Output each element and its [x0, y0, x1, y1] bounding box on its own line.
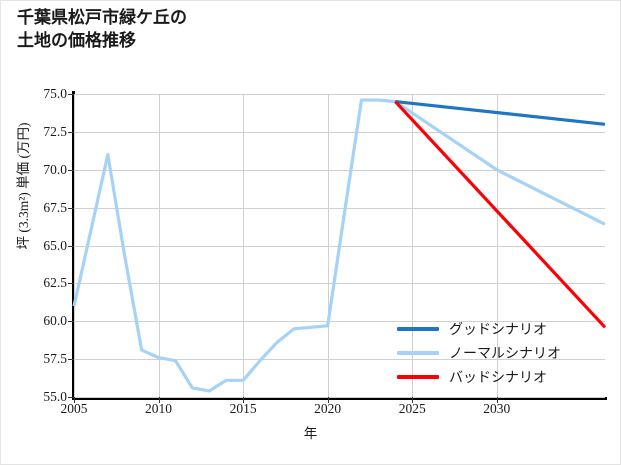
- x-axis-tick: [74, 397, 75, 403]
- legend-item[interactable]: グッドシナリオ: [397, 317, 561, 341]
- x-tick-label: 2020: [314, 401, 342, 416]
- x-axis-tick: [412, 397, 414, 403]
- y-axis-tick: [68, 94, 74, 95]
- y-axis-tick: [68, 321, 74, 323]
- y-axis-tick: [68, 207, 74, 209]
- x-axis-tick: [243, 397, 245, 403]
- y-axis-tick: [68, 245, 74, 247]
- x-axis-title: 年: [303, 426, 318, 441]
- y-axis-tick-labels: 55.0 57.5 60.0 62.5 65.0 67.5 70.0 72.5 75.0: [1, 86, 67, 404]
- gridline-vertical: [74, 94, 75, 397]
- x-axis-tick-labels: 2005 2010 2015 2020 2025 2030: [61, 401, 605, 423]
- y-tick-label: 57.5: [43, 351, 67, 367]
- series-line: [72, 98, 606, 393]
- gridline-horizontal: [74, 94, 605, 95]
- gridline-vertical: [243, 94, 245, 397]
- y-tick-label: 62.5: [43, 275, 67, 291]
- legend-color-swatch: [397, 327, 439, 331]
- y-axis-tick: [68, 397, 74, 398]
- legend-color-swatch: [397, 375, 439, 379]
- gridline-horizontal: [74, 283, 605, 285]
- x-tick-label: 2010: [145, 401, 173, 416]
- gridline-vertical: [496, 94, 498, 397]
- gridline-vertical: [158, 94, 160, 397]
- gridline-horizontal: [74, 131, 605, 133]
- chart-legend: グッドシナリオ ノーマルシナリオ バッドシナリオ: [391, 312, 569, 394]
- x-axis-tick: [158, 397, 160, 403]
- legend-item[interactable]: ノーマルシナリオ: [397, 341, 561, 365]
- y-tick-label: 75.0: [43, 86, 67, 101]
- y-axis-tick: [68, 283, 74, 285]
- y-tick-label: 60.0: [43, 313, 67, 329]
- series-line: [394, 100, 607, 329]
- x-tick-label: 2015: [229, 401, 257, 416]
- y-axis-tick: [68, 131, 74, 133]
- gridline-vertical: [412, 94, 414, 397]
- series-line: [395, 99, 606, 126]
- x-axis-tick: [496, 397, 498, 403]
- series-lines: [72, 98, 607, 393]
- x-axis-tick: [327, 397, 329, 403]
- gridline-horizontal: [74, 207, 605, 209]
- gridline-horizontal: [74, 169, 605, 171]
- y-tick-label: 55.0: [43, 389, 67, 404]
- x-tick-label: 2030: [483, 401, 511, 416]
- y-axis-tick: [68, 359, 74, 361]
- legend-item[interactable]: バッドシナリオ: [397, 365, 561, 389]
- y-tick-label: 65.0: [43, 237, 67, 253]
- legend-label: ノーマルシナリオ: [449, 345, 561, 361]
- x-tick-label: 2025: [398, 401, 426, 416]
- y-tick-label: 70.0: [43, 161, 67, 177]
- gridline-horizontal: [74, 397, 605, 398]
- gridline-vertical: [327, 94, 329, 397]
- page-title: 千葉県松戸市緑ケ丘の 土地の価格推移: [17, 8, 187, 50]
- legend-label: グッドシナリオ: [449, 321, 547, 337]
- x-axis-line: [72, 397, 607, 400]
- y-tick-label: 72.5: [43, 123, 67, 139]
- x-tick-label: 2005: [60, 401, 88, 416]
- gridline-horizontal: [74, 359, 605, 361]
- gridline-horizontal: [74, 321, 605, 323]
- legend-label: バッドシナリオ: [449, 369, 547, 385]
- plot-area: [68, 94, 607, 403]
- legend-color-swatch: [397, 351, 439, 355]
- y-tick-label: 67.5: [43, 199, 67, 215]
- y-axis-title: 坪 (3.3m²) 単価 (万円): [16, 122, 31, 250]
- y-axis-tick: [68, 169, 74, 171]
